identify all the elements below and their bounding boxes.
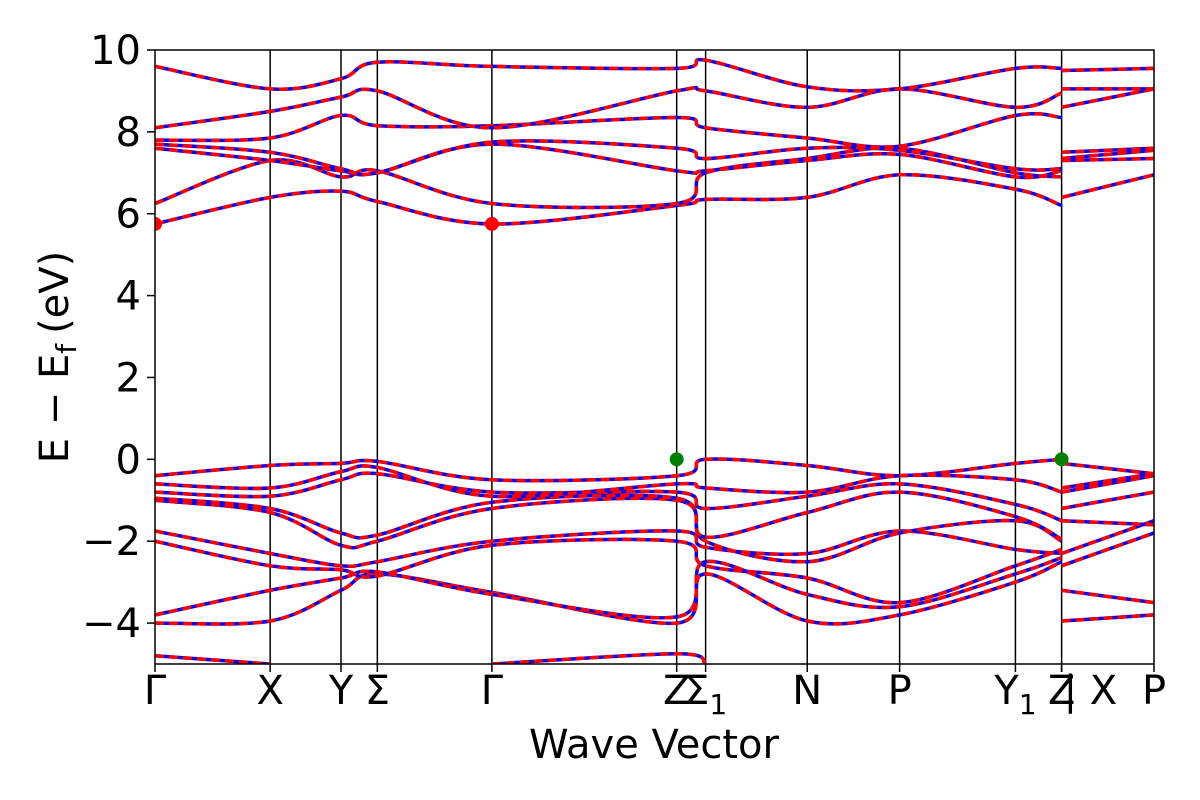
- band-2-spin-down-seg-0: [155, 555, 1063, 620]
- y-tick-label-5: 6: [116, 192, 141, 238]
- y-tick-label-7: 10: [90, 28, 141, 74]
- x-tick-label-5: Z: [663, 668, 690, 714]
- x-axis-label: Wave Vector: [529, 722, 780, 768]
- x-tick-label-4: Γ: [481, 668, 504, 714]
- y-tick-label-4: 4: [116, 274, 141, 320]
- band-extrema-markers: [155, 216, 1069, 467]
- x-tick-label-0: Γ: [144, 668, 167, 714]
- band-9-spin-up-seg-0: [155, 457, 1062, 483]
- high-symmetry-lines: [269, 50, 1063, 664]
- x-tick-label-8: P: [888, 668, 912, 714]
- band-14-spin-down-seg-0: [155, 111, 1062, 149]
- band-1-spin-down-seg-0: [155, 560, 1063, 626]
- x-tick-label-11: | X: [1064, 668, 1118, 714]
- band-16-spin-down-seg-1: [1061, 66, 1154, 73]
- band-5-spin-down-seg-0: [155, 496, 1063, 564]
- x-tick-label-12: P: [1142, 668, 1166, 714]
- band-4-spin-down-seg-0: [155, 529, 1062, 569]
- band-16-spin-down-seg-0: [155, 57, 1062, 93]
- band-6-spin-down-seg-1: [1061, 490, 1154, 511]
- band-7-spin-down-seg-1: [1061, 473, 1154, 494]
- y-axis-label-main: E − E: [32, 354, 78, 464]
- band-6-spin-down-seg-0: [155, 490, 1063, 541]
- band-7-spin-down-seg-0: [155, 471, 1063, 523]
- band-5-spin-down-seg-1: [1061, 518, 1154, 527]
- band-0-spin-down-seg-0: [155, 654, 271, 664]
- band-9-spin-down-seg-0: [155, 457, 1062, 483]
- y-axis-ticks: −4 −2 0 2 4 6 8 10: [82, 28, 155, 647]
- x-tick-label-10: Z: [1048, 668, 1075, 714]
- x-tick-label-3: Σ: [365, 668, 390, 714]
- svg-text:E − Ef(eV): E − Ef (eV): [32, 251, 83, 464]
- y-tick-label-1: −2: [82, 519, 141, 565]
- band-3-spin-down-seg-0: [155, 537, 1063, 605]
- band-15-spin-down-seg-0: [155, 85, 1063, 130]
- band-10-spin-down-seg-0: [155, 172, 1063, 226]
- y-tick-label-2: 0: [116, 437, 141, 483]
- band-13-spin-down-seg-0: [155, 139, 1062, 177]
- band-11-spin-down-seg-0: [155, 146, 1062, 210]
- y-axis-label: E − Ef (eV): [32, 251, 83, 464]
- y-axis-label-subscript: f: [50, 343, 83, 354]
- y-tick-label-0: −4: [82, 601, 141, 647]
- band-0-spin-down-seg-1: [491, 652, 707, 664]
- x-tick-label-9: Y1: [993, 668, 1036, 721]
- vbm-marker-3: [1054, 452, 1069, 467]
- band-3-spin-up-seg-0: [155, 537, 1063, 605]
- band-3-spin-down-seg-1: [1061, 531, 1154, 568]
- x-tick-label-1: X: [256, 668, 283, 714]
- band-1-spin-down-seg-1: [1061, 613, 1154, 623]
- band-13-spin-down-seg-1: [1061, 146, 1154, 155]
- band-10-spin-down-seg-1: [1061, 173, 1154, 200]
- band-12-spin-down-seg-0: [155, 142, 1062, 180]
- band-4-spin-up-seg-0: [155, 529, 1062, 569]
- band-lines: [155, 57, 1154, 664]
- vbm-marker-2: [669, 452, 684, 467]
- y-axis-label-unit: (eV): [32, 251, 78, 334]
- y-tick-label-6: 8: [116, 110, 141, 156]
- band-11-spin-down-seg-1: [1061, 156, 1154, 163]
- y-tick-label-3: 2: [116, 355, 141, 401]
- band-2-spin-down-seg-1: [1061, 588, 1154, 605]
- cbm-marker-1: [484, 216, 499, 231]
- band-9-spin-down-seg-1: [1061, 461, 1154, 476]
- cbm-marker-0: [155, 216, 162, 231]
- x-tick-label-6: Σ1: [684, 668, 727, 721]
- band-10-spin-up-seg-0: [155, 172, 1063, 226]
- x-tick-label-7: N: [792, 668, 822, 714]
- band-12-spin-down-seg-1: [1061, 148, 1154, 161]
- plot-frame: [154, 49, 1155, 665]
- x-tick-label-2: Y: [328, 668, 354, 714]
